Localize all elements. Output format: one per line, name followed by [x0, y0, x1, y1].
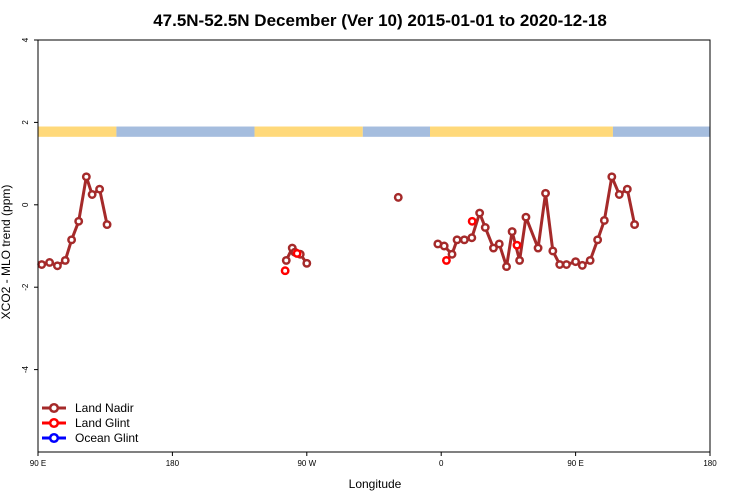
plot-frame — [37, 39, 711, 453]
axes: 90 E 180 90 W 0 90 E 180 4 2 0 -2 -4 — [21, 37, 717, 468]
land-nadir-point — [541, 188, 550, 198]
land-nadir-point — [393, 192, 403, 202]
legend-marker-ocean-glint — [48, 432, 60, 444]
land-glint-point — [441, 255, 451, 265]
land-nadir-point — [452, 235, 462, 245]
land-glint-point — [467, 216, 477, 226]
land-nadir-point — [467, 233, 477, 243]
land-nadir-point — [81, 172, 91, 182]
land-nadir-point — [571, 257, 581, 267]
y-tick-label: 0 — [21, 202, 30, 207]
land-nadir-point — [599, 216, 609, 225]
land-nadir-point — [87, 190, 97, 199]
x-tick-label: 180 — [166, 459, 180, 468]
land-nadir-point — [475, 208, 485, 218]
land-nadir-point — [622, 184, 632, 194]
land-sea-band — [38, 126, 710, 137]
land-glint-point — [280, 266, 290, 276]
land-nadir-point — [614, 190, 624, 199]
land-nadir-point — [447, 249, 457, 259]
land-glint-point — [292, 248, 302, 258]
band-segment-land — [430, 126, 613, 137]
y-axis-label: XCO2 - MLO trend (ppm) — [0, 185, 13, 320]
chart-title: 47.5N-52.5N December (Ver 10) 2015-01-01… — [153, 11, 607, 30]
legend-label-land-glint: Land Glint — [75, 416, 130, 430]
land-nadir-point — [74, 216, 84, 226]
series-layer — [37, 172, 640, 276]
x-tick-label: 90 W — [297, 459, 316, 468]
land-nadir-point — [459, 235, 469, 245]
x-tick-label: 180 — [703, 459, 717, 468]
land-nadir-point — [548, 246, 558, 256]
legend-marker-land-nadir — [48, 402, 60, 414]
band-segment-ocean — [612, 126, 710, 137]
land-nadir-point — [533, 243, 543, 253]
land-nadir-point — [439, 241, 449, 251]
land-nadir-point — [585, 255, 595, 265]
land-nadir-point — [45, 258, 55, 267]
x-tick-label: 90 E — [30, 459, 46, 468]
land-nadir-point — [515, 255, 525, 265]
land-nadir-point — [521, 212, 531, 222]
x-tick-label: 90 E — [567, 459, 583, 468]
land-nadir-point — [281, 255, 291, 265]
band-segment-ocean — [362, 126, 430, 137]
legend-marker-land-glint — [48, 417, 60, 429]
land-nadir-point — [102, 220, 112, 230]
band-segment-land — [38, 126, 117, 137]
y-tick-label: -2 — [21, 283, 30, 291]
x-axis-label: Longitude — [349, 477, 402, 491]
land-nadir-point — [555, 260, 565, 269]
land-nadir-point — [60, 255, 70, 265]
y-tick-label: 2 — [21, 120, 30, 125]
land-nadir-point — [607, 172, 617, 182]
land-nadir-point — [95, 184, 105, 194]
y-tick-label: 4 — [21, 37, 30, 42]
land-glint-point — [512, 240, 522, 250]
land-nadir-point — [562, 260, 571, 269]
land-nadir-point — [593, 235, 603, 245]
band-segment-land — [254, 126, 363, 137]
land-nadir-point — [502, 262, 511, 272]
band-segment-ocean — [116, 126, 255, 137]
land-nadir-point — [67, 235, 77, 245]
land-nadir-point — [302, 258, 312, 268]
land-nadir-point — [489, 243, 498, 253]
x-tick-label: 0 — [439, 459, 444, 468]
land-nadir-point — [37, 260, 47, 269]
legend-label-land-nadir: Land Nadir — [75, 401, 134, 415]
land-nadir-point — [52, 261, 62, 271]
land-nadir-point — [577, 260, 587, 270]
land-nadir-point — [507, 227, 517, 237]
y-tick-label: -4 — [21, 365, 30, 373]
land-nadir-point — [480, 223, 490, 232]
legend-label-ocean-glint: Ocean Glint — [75, 431, 139, 445]
land-nadir-point — [494, 239, 504, 249]
land-nadir-point — [630, 220, 640, 230]
